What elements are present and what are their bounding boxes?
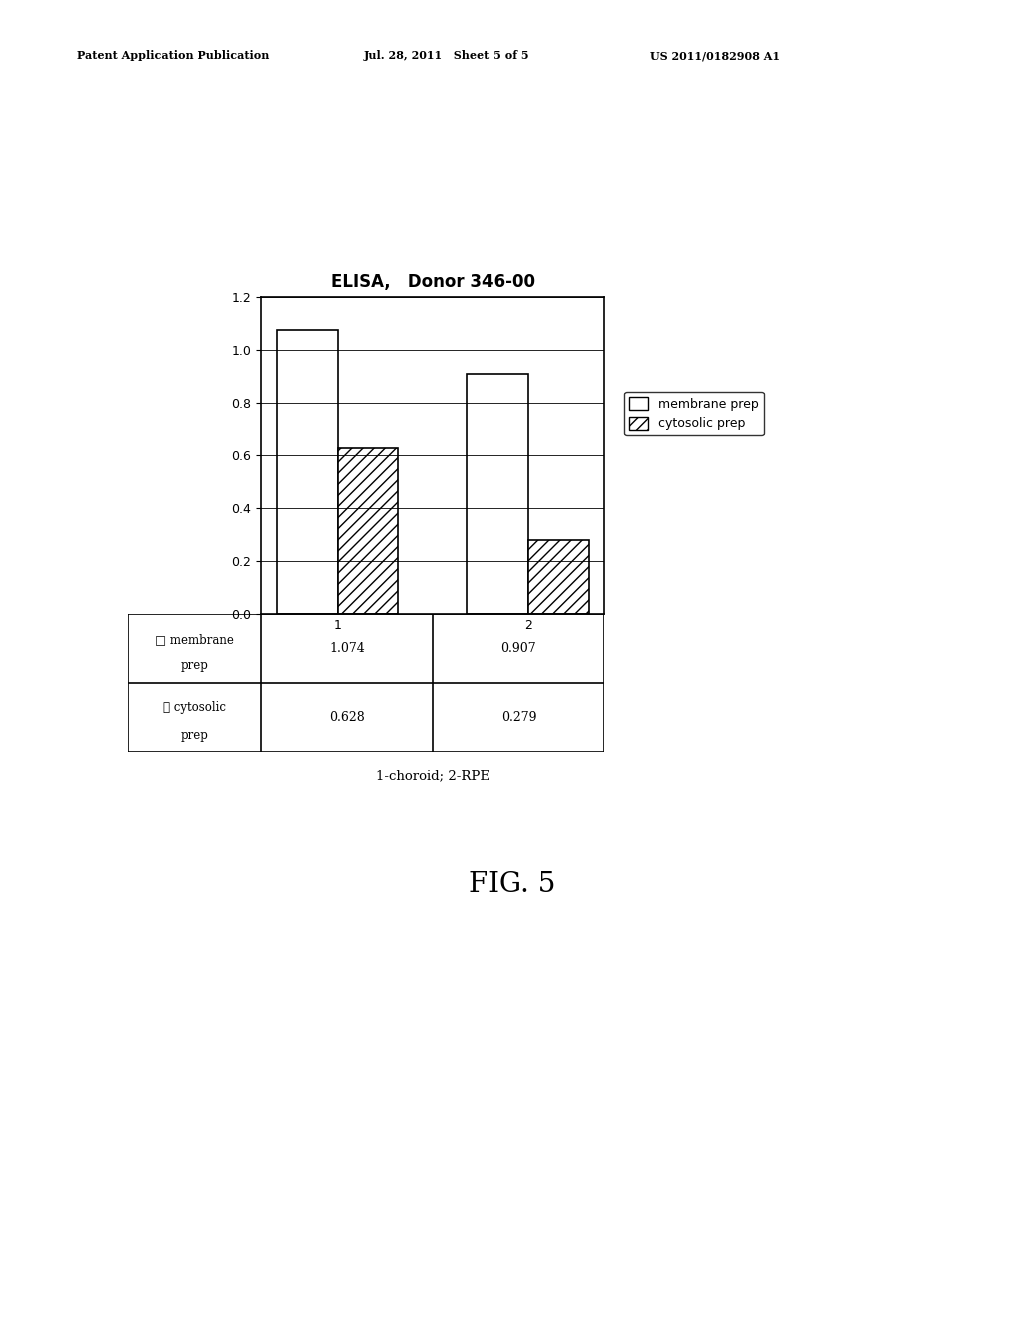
Text: Patent Application Publication: Patent Application Publication	[77, 50, 269, 61]
Text: 0.279: 0.279	[501, 711, 537, 725]
Text: Jul. 28, 2011   Sheet 5 of 5: Jul. 28, 2011 Sheet 5 of 5	[364, 50, 529, 61]
Text: 1.074: 1.074	[329, 642, 365, 655]
Text: FIG. 5: FIG. 5	[469, 871, 555, 898]
Bar	[467, 375, 527, 614]
Text: 1-choroid; 2-RPE: 1-choroid; 2-RPE	[376, 770, 489, 783]
Bar	[276, 330, 338, 614]
Text: prep: prep	[180, 729, 209, 742]
Text: 0.907: 0.907	[501, 642, 537, 655]
Text: 0.628: 0.628	[329, 711, 365, 725]
Text: prep: prep	[180, 659, 209, 672]
Text: US 2011/0182908 A1: US 2011/0182908 A1	[650, 50, 780, 61]
Legend: membrane prep, cytosolic prep: membrane prep, cytosolic prep	[625, 392, 764, 436]
Title: ELISA,   Donor 346-00: ELISA, Donor 346-00	[331, 273, 535, 292]
Text: □ membrane: □ membrane	[155, 634, 234, 647]
Bar	[527, 540, 589, 614]
Text: ☒ cytosolic: ☒ cytosolic	[163, 701, 226, 714]
Bar	[338, 447, 398, 614]
